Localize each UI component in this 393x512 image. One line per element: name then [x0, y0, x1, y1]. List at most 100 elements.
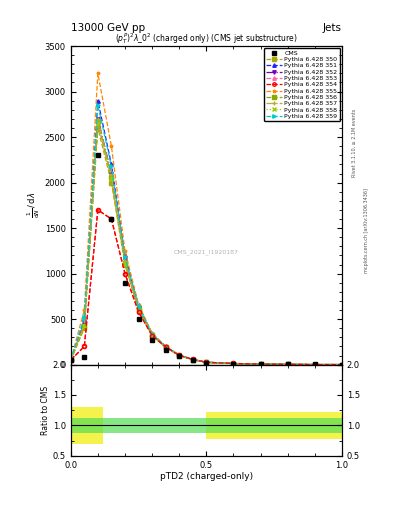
Pythia 6.428 359	[312, 361, 317, 368]
Pythia 6.428 358	[177, 352, 182, 358]
Pythia 6.428 351	[177, 352, 182, 358]
Text: CMS_2021_I1920187: CMS_2021_I1920187	[174, 249, 239, 255]
CMS	[163, 347, 168, 353]
CMS	[312, 361, 317, 368]
Pythia 6.428 359	[190, 356, 195, 362]
Pythia 6.428 356	[190, 356, 195, 362]
Pythia 6.428 355	[163, 344, 168, 350]
Line: Pythia 6.428 358: Pythia 6.428 358	[69, 122, 343, 366]
Line: Pythia 6.428 350: Pythia 6.428 350	[69, 126, 343, 366]
Pythia 6.428 350	[95, 125, 100, 131]
Pythia 6.428 353	[177, 352, 182, 358]
Pythia 6.428 354	[109, 216, 114, 222]
Pythia 6.428 358	[204, 359, 209, 366]
Line: Pythia 6.428 354: Pythia 6.428 354	[69, 208, 343, 366]
Pythia 6.428 356	[285, 361, 290, 368]
Pythia 6.428 358	[136, 307, 141, 313]
Pythia 6.428 357	[231, 360, 236, 367]
Pythia 6.428 350	[340, 361, 344, 368]
Pythia 6.428 358	[123, 261, 127, 267]
Pythia 6.428 357	[136, 306, 141, 312]
Pythia 6.428 351	[285, 361, 290, 368]
Pythia 6.428 354	[95, 207, 100, 213]
Pythia 6.428 358	[231, 360, 236, 367]
Pythia 6.428 350	[68, 357, 73, 363]
Pythia 6.428 353	[285, 361, 290, 368]
Pythia 6.428 355	[285, 361, 290, 368]
Pythia 6.428 357	[285, 361, 290, 368]
Pythia 6.428 351	[150, 331, 154, 337]
Pythia 6.428 356	[340, 361, 344, 368]
Pythia 6.428 352	[109, 170, 114, 177]
Y-axis label: $\frac{1}{\mathrm{d}N} \,/\, \mathrm{d}\lambda$: $\frac{1}{\mathrm{d}N} \,/\, \mathrm{d}\…	[26, 193, 42, 219]
Pythia 6.428 350	[285, 361, 290, 368]
Pythia 6.428 352	[340, 361, 344, 368]
Pythia 6.428 350	[312, 361, 317, 368]
Pythia 6.428 351	[95, 98, 100, 104]
Pythia 6.428 350	[190, 356, 195, 362]
Pythia 6.428 352	[95, 116, 100, 122]
Pythia 6.428 354	[68, 357, 73, 363]
Pythia 6.428 355	[68, 357, 73, 363]
Pythia 6.428 352	[150, 332, 154, 338]
Text: 13000 GeV pp: 13000 GeV pp	[71, 23, 145, 33]
Pythia 6.428 357	[177, 352, 182, 358]
Pythia 6.428 352	[68, 357, 73, 363]
CMS	[285, 361, 290, 368]
CMS	[136, 316, 141, 322]
Pythia 6.428 351	[204, 359, 209, 365]
Line: Pythia 6.428 355: Pythia 6.428 355	[69, 72, 343, 366]
Pythia 6.428 356	[109, 174, 114, 180]
Pythia 6.428 359	[204, 359, 209, 365]
Pythia 6.428 351	[258, 361, 263, 367]
Pythia 6.428 354	[136, 309, 141, 315]
Pythia 6.428 358	[150, 332, 154, 338]
Pythia 6.428 356	[312, 361, 317, 368]
Pythia 6.428 350	[136, 307, 141, 313]
Pythia 6.428 355	[82, 307, 86, 313]
Pythia 6.428 356	[177, 352, 182, 358]
Pythia 6.428 352	[190, 356, 195, 362]
Pythia 6.428 359	[82, 314, 86, 321]
Pythia 6.428 350	[109, 180, 114, 186]
Pythia 6.428 355	[231, 360, 236, 367]
Pythia 6.428 359	[136, 303, 141, 309]
Pythia 6.428 357	[68, 357, 73, 363]
Pythia 6.428 351	[231, 360, 236, 367]
Pythia 6.428 355	[150, 330, 154, 336]
Pythia 6.428 355	[312, 361, 317, 368]
Pythia 6.428 355	[95, 70, 100, 76]
Pythia 6.428 359	[177, 352, 182, 358]
Pythia 6.428 350	[177, 352, 182, 358]
CMS	[109, 216, 114, 222]
Pythia 6.428 358	[82, 323, 86, 329]
Pythia 6.428 356	[68, 357, 73, 363]
Pythia 6.428 359	[258, 361, 263, 367]
Pythia 6.428 354	[340, 361, 344, 368]
Pythia 6.428 358	[163, 344, 168, 350]
Pythia 6.428 359	[150, 331, 154, 337]
Pythia 6.428 352	[177, 352, 182, 358]
Pythia 6.428 356	[258, 361, 263, 367]
Pythia 6.428 353	[95, 120, 100, 126]
Pythia 6.428 356	[231, 360, 236, 367]
Pythia 6.428 350	[204, 359, 209, 366]
Pythia 6.428 358	[68, 357, 73, 363]
Pythia 6.428 356	[204, 359, 209, 366]
Pythia 6.428 355	[177, 352, 182, 358]
Pythia 6.428 351	[109, 161, 114, 167]
CMS	[68, 357, 73, 363]
Pythia 6.428 357	[95, 116, 100, 122]
Pythia 6.428 356	[136, 306, 141, 312]
Text: Jets: Jets	[323, 23, 342, 33]
Pythia 6.428 357	[123, 258, 127, 264]
Pythia 6.428 350	[231, 360, 236, 367]
Pythia 6.428 352	[136, 305, 141, 311]
Pythia 6.428 353	[312, 361, 317, 368]
Pythia 6.428 357	[190, 356, 195, 362]
Pythia 6.428 352	[123, 257, 127, 263]
Pythia 6.428 355	[204, 359, 209, 365]
Pythia 6.428 351	[163, 344, 168, 350]
Pythia 6.428 350	[123, 262, 127, 268]
Pythia 6.428 350	[82, 325, 86, 331]
